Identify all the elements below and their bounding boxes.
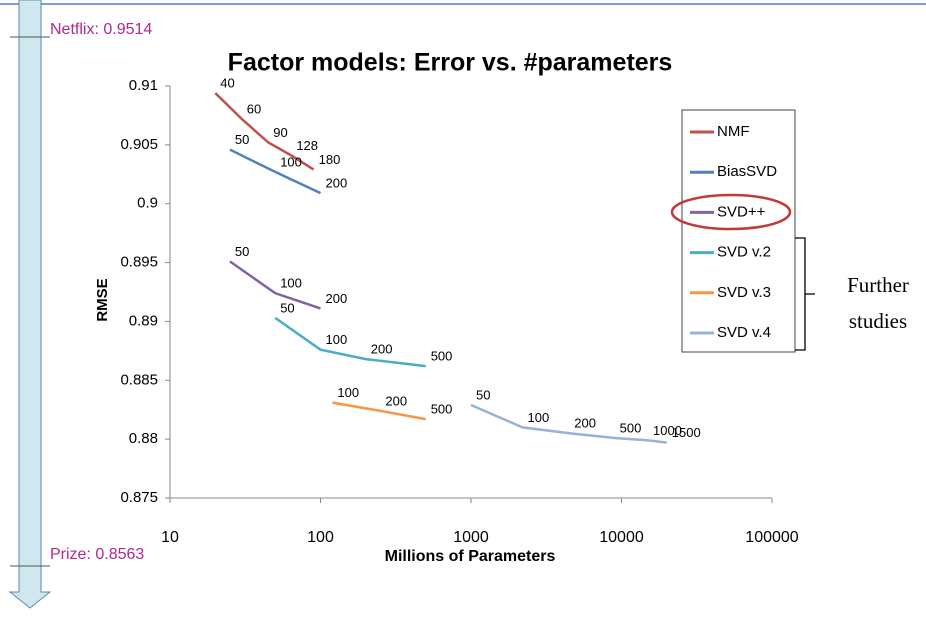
bracket-label: studies [849,309,907,333]
point-label: 100 [280,154,302,169]
x-axis-label: Millions of Parameters [385,548,556,565]
point-label: 200 [371,342,393,357]
legend-label: SVD v.4 [717,324,771,341]
bracket-label: Further [847,273,909,297]
point-label: 50 [235,244,249,259]
netflix-label: Netflix: 0.9514 [50,21,152,38]
point-label: 200 [574,416,596,431]
y-axis-label: RMSE [94,278,111,321]
series-line [229,260,321,310]
y-tick-label: 0.91 [129,77,158,94]
point-label: 100 [528,410,550,425]
x-tick-label: 10000 [599,529,644,546]
point-label: 100 [326,332,348,347]
x-tick-label: 1000 [453,529,489,546]
x-tick-label: 100000 [745,529,798,546]
series-line [229,148,322,195]
bracket [795,237,815,351]
point-label: 60 [247,101,261,116]
point-label: 180 [319,152,341,167]
point-label: 90 [273,125,287,140]
legend-highlight [670,193,792,231]
legend-label: BiasSVD [717,163,777,180]
legend-label: SVD++ [717,203,766,220]
series-line [214,92,315,171]
y-tick-label: 0.885 [120,371,158,388]
y-tick-label: 0.895 [120,254,158,271]
legend-label: SVD v.3 [717,284,771,301]
point-label: 40 [220,76,234,91]
point-label: 200 [326,176,348,191]
point-label: 50 [235,132,249,147]
prize-label: Prize: 0.8563 [50,546,144,563]
point-label: 200 [385,393,407,408]
point-label: 500 [620,420,642,435]
y-tick-label: 0.88 [129,430,158,447]
point-label: 500 [431,402,453,417]
scale-arrow [8,0,52,609]
y-tick-label: 0.9 [137,195,158,212]
legend-box [681,109,796,353]
y-tick-label: 0.875 [120,489,158,506]
series-line [274,316,426,368]
point-label: 100 [337,385,359,400]
legend-label: NMF [717,123,750,140]
point-label: 500 [431,349,453,364]
point-label: 50 [280,300,294,315]
legend-label: SVD v.2 [717,244,771,261]
x-tick-label: 10 [161,529,179,546]
chart-title: Factor models: Error vs. #parameters [228,49,673,77]
x-tick-label: 100 [307,529,334,546]
point-label: 50 [476,387,490,402]
point-label: 200 [326,291,348,306]
point-label: 128 [296,138,318,153]
point-label: 100 [280,276,302,291]
y-tick-label: 0.905 [120,136,158,153]
series-line [332,401,426,421]
y-tick-label: 0.89 [129,312,158,329]
series-line [470,403,667,444]
point-label: 1500 [672,425,701,440]
point-label: 1000 [653,423,682,438]
